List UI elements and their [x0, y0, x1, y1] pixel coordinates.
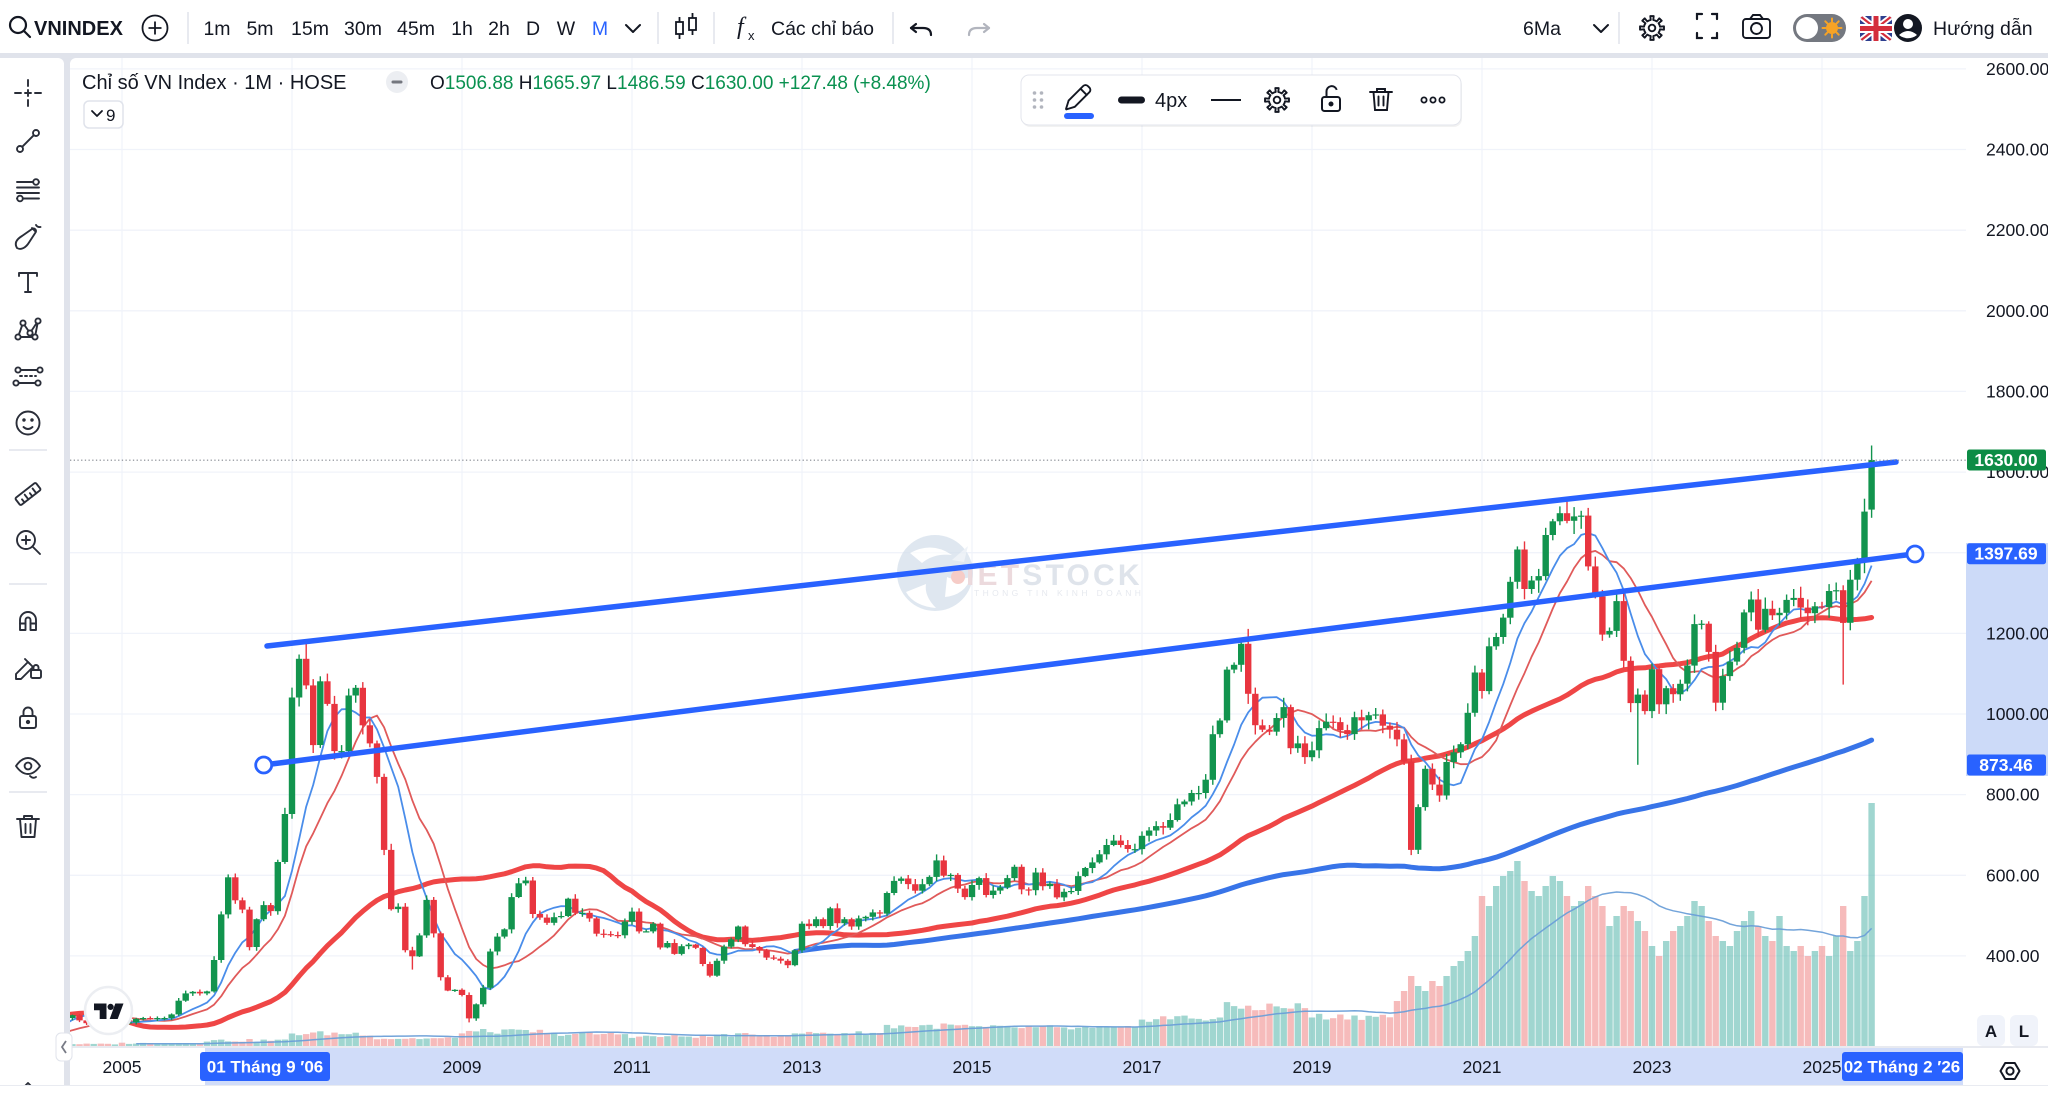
svg-text:873.46: 873.46	[1979, 755, 2033, 775]
svg-text:f: f	[737, 14, 747, 40]
svg-text:600.00: 600.00	[1986, 865, 2040, 885]
svg-text:2600.00: 2600.00	[1986, 59, 2048, 79]
svg-text:Hướng dẫn: Hướng dẫn	[1933, 17, 2033, 40]
svg-text:1630.00: 1630.00	[1974, 450, 2038, 470]
svg-text:M: M	[592, 18, 608, 40]
svg-text:2000.00: 2000.00	[1986, 301, 2048, 321]
svg-text:2400.00: 2400.00	[1986, 140, 2048, 160]
svg-text:2011: 2011	[613, 1057, 651, 1077]
svg-text:2019: 2019	[1293, 1057, 1332, 1077]
svg-text:30m: 30m	[344, 18, 382, 40]
svg-text:THONG TIN KINH DOANH: THONG TIN KINH DOANH	[974, 588, 1144, 598]
svg-text:2013: 2013	[783, 1057, 822, 1077]
svg-text:1000.00: 1000.00	[1986, 704, 2048, 724]
svg-text:VNINDEX: VNINDEX	[34, 18, 124, 40]
svg-text:A: A	[1985, 1022, 1997, 1041]
svg-text:800.00: 800.00	[1986, 785, 2040, 805]
svg-text:2025: 2025	[1803, 1057, 1842, 1077]
svg-text:2021: 2021	[1463, 1057, 1502, 1077]
svg-text:1h: 1h	[451, 18, 473, 40]
svg-text:2200.00: 2200.00	[1986, 220, 2048, 240]
svg-text:Chỉ số VN Index · 1M · HOSE: Chỉ số VN Index · 1M · HOSE	[82, 72, 347, 94]
svg-text:1m: 1m	[203, 18, 230, 40]
svg-text:1800.00: 1800.00	[1986, 381, 2048, 401]
svg-text:1397.69: 1397.69	[1974, 544, 2038, 564]
svg-text:2017: 2017	[1123, 1057, 1162, 1077]
svg-text:x: x	[748, 28, 755, 43]
svg-text:W: W	[557, 18, 576, 40]
svg-text:O1506.88 H1665.97 L1486.59 C16: O1506.88 H1665.97 L1486.59 C1630.00 +127…	[430, 73, 931, 94]
svg-text:400.00: 400.00	[1986, 946, 2040, 966]
svg-text:2h: 2h	[488, 18, 510, 40]
svg-text:2005: 2005	[103, 1057, 142, 1077]
svg-text:6Ma: 6Ma	[1523, 18, 1561, 40]
svg-text:2009: 2009	[443, 1057, 482, 1077]
svg-text:15m: 15m	[291, 18, 329, 40]
svg-text:45m: 45m	[397, 18, 435, 40]
svg-text:4px: 4px	[1155, 90, 1187, 112]
svg-text:Các chỉ báo: Các chỉ báo	[771, 18, 874, 40]
svg-text:L: L	[2019, 1022, 2029, 1041]
svg-text:D: D	[526, 18, 540, 40]
svg-text:9: 9	[106, 106, 115, 125]
svg-text:2023: 2023	[1633, 1057, 1672, 1077]
svg-text:2015: 2015	[953, 1057, 992, 1077]
svg-text:1200.00: 1200.00	[1986, 623, 2048, 643]
svg-text:02 Tháng 2 ′26: 02 Tháng 2 ′26	[1844, 1058, 1961, 1077]
svg-text:01 Tháng 9 ′06: 01 Tháng 9 ′06	[207, 1058, 324, 1077]
svg-text:5m: 5m	[246, 18, 273, 40]
